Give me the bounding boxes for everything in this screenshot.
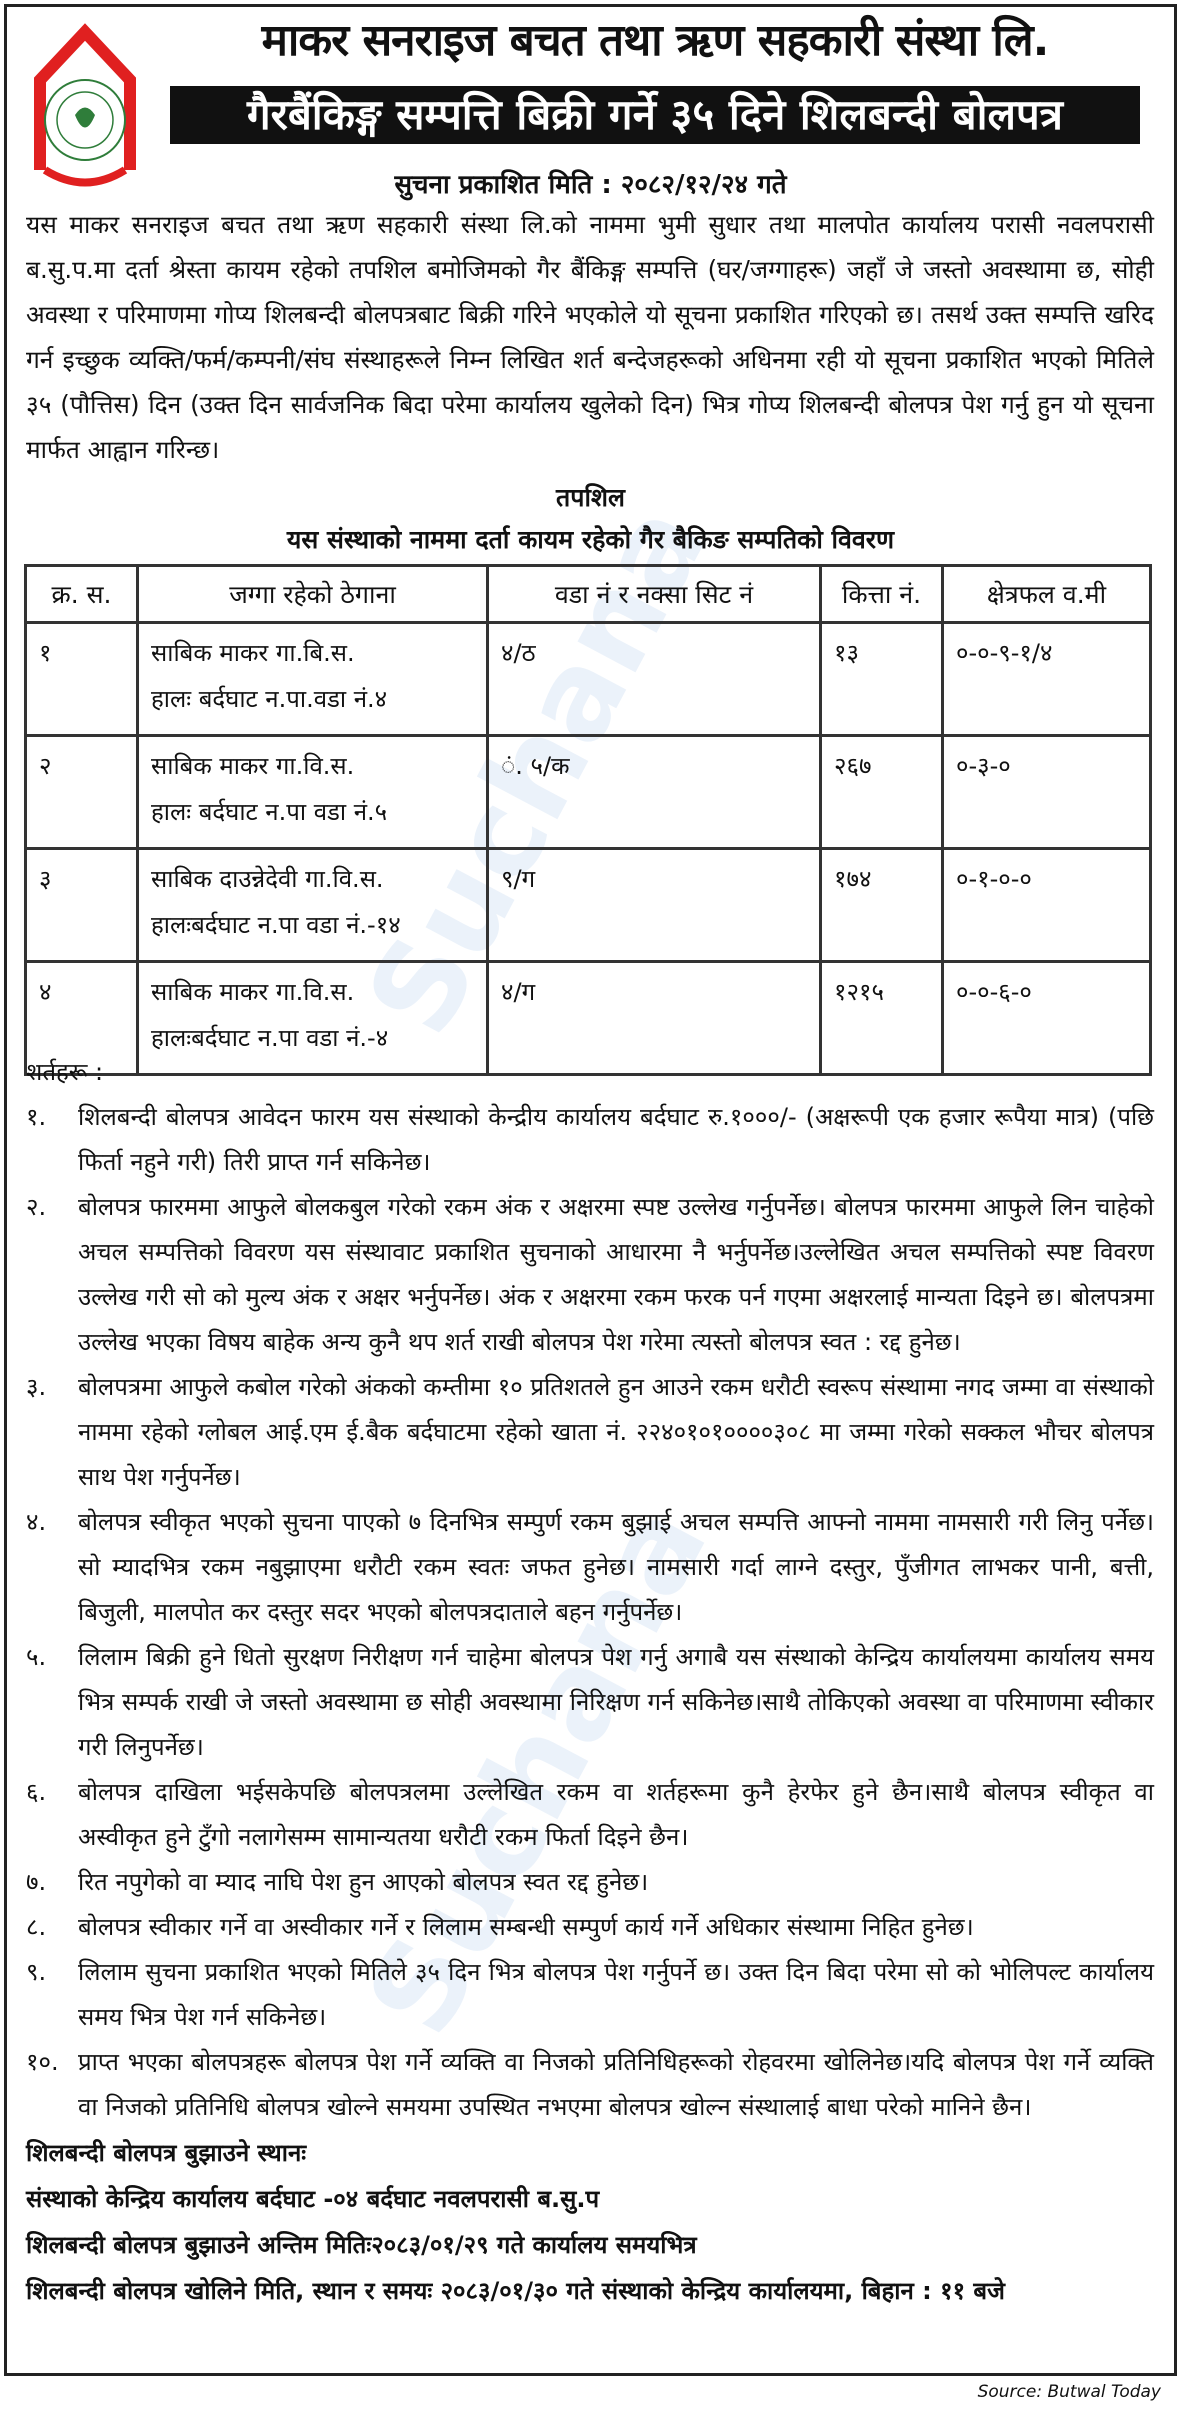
address-current: हालःबर्दघाट न.पा वडा नं.-१४ bbox=[151, 911, 401, 939]
condition-text: बोलपत्र स्वीकार गर्ने वा अस्वीकार गर्ने … bbox=[78, 1913, 974, 1941]
address-current: हालः बर्दघाट न.पा वडा नं.५ bbox=[151, 798, 388, 826]
cell-ward: ९/ग bbox=[486, 847, 822, 963]
condition-item: ४. बोलपत्र स्वीकृत भएको सुचना पाएको ७ दिन… bbox=[26, 1500, 1154, 1635]
cell-area: ०-०-६-० bbox=[941, 960, 1152, 1076]
condition-number: ६. bbox=[26, 1778, 47, 1806]
intro-paragraph: यस माकर सनराइज बचत तथा ऋण सहकारी संस्था … bbox=[26, 210, 1154, 464]
cell-kitta: २६७ bbox=[819, 734, 944, 850]
notice-banner: गैरबैंकिङ्ग सम्पत्ति बिक्री गर्ने ३५ दिन… bbox=[170, 86, 1140, 144]
cell-sn: ३ bbox=[24, 847, 139, 963]
cell-sn: ४ bbox=[24, 960, 139, 1076]
condition-item: ७. रित नपुगेको वा म्याद नाघि पेश हुन आएको… bbox=[26, 1860, 1154, 1905]
notice-frame bbox=[4, 4, 1177, 2376]
col-kitta: कित्ता नं. bbox=[819, 564, 944, 624]
cell-ward: ं. ५/क bbox=[486, 734, 822, 850]
condition-text: बोलपत्र दाखिला भईसकेपछि बोलपत्रलमा उल्ले… bbox=[78, 1778, 1154, 1851]
cell-kitta: १२१५ bbox=[819, 960, 944, 1076]
condition-item: २. बोलपत्र फारममा आफुले बोलकबुल गरेको रकम… bbox=[26, 1185, 1154, 1365]
cell-area: ०-०-९-१/४ bbox=[941, 621, 1152, 737]
cell-ward: ४/ठ bbox=[486, 621, 822, 737]
condition-number: २. bbox=[26, 1193, 47, 1221]
table-title: यस संस्थाको नाममा दर्ता कायम रहेको गैर ब… bbox=[286, 525, 895, 554]
footer-line: शिलबन्दी बोलपत्र खोलिने मिति, स्थान र सम… bbox=[26, 2277, 1005, 2305]
condition-number: ७. bbox=[26, 1868, 47, 1896]
cell-sn: १ bbox=[24, 621, 139, 737]
cell-ward: ४/ग bbox=[486, 960, 822, 1076]
condition-number: ८. bbox=[26, 1913, 47, 1941]
cell-area: ०-१-०-० bbox=[941, 847, 1152, 963]
table-row: १ साबिक माकर गा.बि.स. हालः बर्दघाट न.पा.व… bbox=[24, 621, 1152, 737]
condition-item: ३. बोलपत्रमा आफुले कबोल गरेको अंकको कम्ती… bbox=[26, 1365, 1154, 1500]
table-row: २ साबिक माकर गा.वि.स. हालः बर्दघाट न.पा व… bbox=[24, 734, 1152, 850]
condition-text: बोलपत्रमा आफुले कबोल गरेको अंकको कम्तीमा… bbox=[78, 1373, 1154, 1491]
condition-text: रित नपुगेको वा म्याद नाघि पेश हुन आएको ब… bbox=[78, 1868, 649, 1896]
cell-kitta: १३ bbox=[819, 621, 944, 737]
cell-area: ०-३-० bbox=[941, 734, 1152, 850]
condition-item: ९. लिलाम सुचना प्रकाशित भएको मितिले ३५ दि… bbox=[26, 1950, 1154, 2040]
cell-address: साबिक माकर गा.वि.स. हालःबर्दघाट न.पा वडा … bbox=[136, 960, 489, 1076]
condition-item: ६. बोलपत्र दाखिला भईसकेपछि बोलपत्रलमा उल्… bbox=[26, 1770, 1154, 1860]
condition-number: १०. bbox=[26, 2048, 59, 2076]
table-row: ४ साबिक माकर गा.वि.स. हालःबर्दघाट न.पा वड… bbox=[24, 960, 1152, 1076]
cell-address: साबिक दाउन्नेदेवी गा.वि.स. हालःबर्दघाट न.… bbox=[136, 847, 489, 963]
condition-text: बोलपत्र फारममा आफुले बोलकबुल गरेको रकम अ… bbox=[78, 1193, 1154, 1356]
col-sn: क्र. स. bbox=[24, 564, 139, 624]
col-address: जग्गा रहेको ठेगाना bbox=[136, 564, 489, 624]
footer-line: शिलबन्दी बोलपत्र बुझाउने अन्तिम मितिः२०८… bbox=[26, 2231, 697, 2259]
address-former: साबिक माकर गा.वि.स. bbox=[151, 978, 355, 1006]
conditions-section: शर्तहरू : १. शिलबन्दी बोलपत्र आवेदन फारम … bbox=[26, 1050, 1154, 2314]
cell-address: साबिक माकर गा.बि.स. हालः बर्दघाट न.पा.वडा… bbox=[136, 621, 489, 737]
col-area: क्षेत्रफल व.मी bbox=[941, 564, 1152, 624]
address-former: साबिक माकर गा.बि.स. bbox=[151, 639, 355, 667]
schedule-heading: तपशिल bbox=[556, 483, 625, 512]
condition-number: ५. bbox=[26, 1643, 47, 1671]
table-header-row: क्र. स. जग्गा रहेको ठेगाना वडा नं र नक्स… bbox=[24, 564, 1152, 624]
logo-seal bbox=[34, 23, 136, 187]
cell-address: साबिक माकर गा.वि.स. हालः बर्दघाट न.पा वडा… bbox=[136, 734, 489, 850]
table-row: ३ साबिक दाउन्नेदेवी गा.वि.स. हालःबर्दघाट … bbox=[24, 847, 1152, 963]
footer-line: शिलबन्दी बोलपत्र बुझाउने स्थानः bbox=[26, 2139, 307, 2167]
cell-kitta: १७४ bbox=[819, 847, 944, 963]
condition-text: लिलाम बिक्री हुने धितो सुरक्षण निरीक्षण … bbox=[78, 1643, 1154, 1761]
condition-number: ४. bbox=[26, 1508, 47, 1536]
condition-text: शिलबन्दी बोलपत्र आवेदन फारम यस संस्थाको … bbox=[78, 1103, 1154, 1176]
footer-line: संस्थाको केन्द्रिय कार्यालय बर्दघाट -०४ … bbox=[26, 2185, 600, 2213]
address-current: हालःबर्दघाट न.पा वडा नं.-४ bbox=[151, 1024, 389, 1052]
condition-item: ५. लिलाम बिक्री हुने धितो सुरक्षण निरीक्ष… bbox=[26, 1635, 1154, 1770]
cell-sn: २ bbox=[24, 734, 139, 850]
col-ward-map: वडा नं र नक्सा सिट नं bbox=[486, 564, 822, 624]
address-former: साबिक माकर गा.वि.स. bbox=[151, 752, 355, 780]
condition-text: लिलाम सुचना प्रकाशित भएको मितिले ३५ दिन … bbox=[78, 1958, 1154, 2031]
source-credit: Source: Butwal Today bbox=[977, 2382, 1161, 2402]
condition-number: ९. bbox=[26, 1958, 47, 1986]
address-current: हालः बर्दघाट न.पा.वडा नं.४ bbox=[151, 685, 388, 713]
property-table: क्र. स. जग्गा रहेको ठेगाना वडा नं र नक्स… bbox=[24, 564, 1152, 1076]
condition-text: प्राप्त भएका बोलपत्रहरू बोलपत्र पेश गर्न… bbox=[78, 2048, 1154, 2121]
org-name: माकर सनराइज बचत तथा ऋण सहकारी संस्था लि. bbox=[261, 15, 1050, 66]
condition-text: बोलपत्र स्वीकृत भएको सुचना पाएको ७ दिनभि… bbox=[78, 1508, 1154, 1626]
condition-number: ३. bbox=[26, 1373, 47, 1401]
condition-number: १. bbox=[26, 1103, 47, 1131]
publication-date: सुचना प्रकाशित मिति : २०८२/१२/२४ गते bbox=[394, 170, 787, 200]
condition-item: ८. बोलपत्र स्वीकार गर्ने वा अस्वीकार गर्न… bbox=[26, 1905, 1154, 1950]
condition-item: १. शिलबन्दी बोलपत्र आवेदन फारम यस संस्थाक… bbox=[26, 1095, 1154, 1185]
condition-item: १०. प्राप्त भएका बोलपत्रहरू बोलपत्र पेश ग… bbox=[26, 2040, 1154, 2130]
conditions-heading: शर्तहरू : bbox=[26, 1058, 104, 1086]
address-former: साबिक दाउन्नेदेवी गा.वि.स. bbox=[151, 865, 384, 893]
